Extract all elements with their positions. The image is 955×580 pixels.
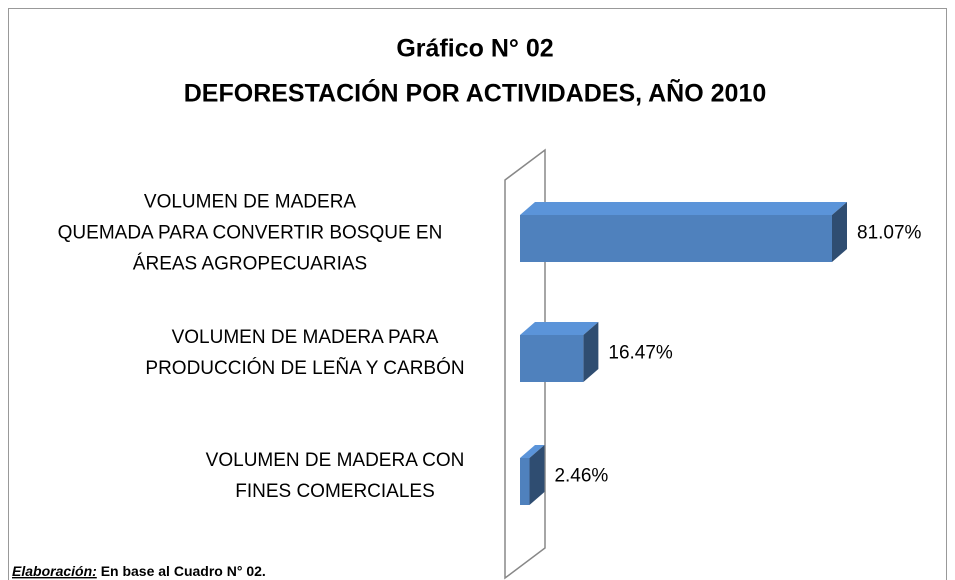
bar-side xyxy=(832,202,847,262)
footer-text: En base al Cuadro N° 02. xyxy=(101,563,266,579)
bar-front xyxy=(520,458,530,505)
chart-border xyxy=(8,8,947,580)
bar-top xyxy=(520,202,847,215)
bar-side xyxy=(583,322,599,382)
category-line: PRODUCCIÓN DE LEÑA Y CARBÓN xyxy=(145,357,464,379)
category-line: ÁREAS AGROPECUARIAS xyxy=(133,254,367,275)
category-label: VOLUMEN DE MADERA PARA PRODUCCIÓN DE LEÑA… xyxy=(145,327,464,379)
bar-front xyxy=(520,215,832,262)
category-line: QUEMADA PARA CONVERTIR BOSQUE EN xyxy=(58,223,443,244)
bar xyxy=(520,322,599,382)
category-line: VOLUMEN DE MADERA PARA xyxy=(172,327,439,348)
category-label: VOLUMEN DE MADERA CON FINES COMERCIALES xyxy=(206,450,465,502)
chart-title: DEFORESTACIÓN POR ACTIVIDADES, AÑO 2010 xyxy=(184,78,767,108)
category-line: VOLUMEN DE MADERA xyxy=(144,192,357,213)
chart-title: Gráfico N° 02 xyxy=(396,35,553,63)
value-label: 2.46% xyxy=(554,466,608,487)
bar-top xyxy=(520,445,545,458)
value-label: 81.07% xyxy=(857,223,922,244)
category-line: FINES COMERCIALES xyxy=(235,481,435,502)
bar xyxy=(520,445,545,505)
category-label: VOLUMEN DE MADERA QUEMADA PARA CONVERTIR … xyxy=(58,192,443,275)
bar-side xyxy=(529,445,545,505)
footer: Elaboración: En base al Cuadro N° 02. xyxy=(12,563,266,579)
category-line: VOLUMEN DE MADERA CON xyxy=(206,450,465,471)
footer-label: Elaboración: xyxy=(12,563,97,579)
bar xyxy=(520,202,847,262)
bar-top xyxy=(520,322,599,335)
value-label: 16.47% xyxy=(608,343,673,364)
bar-front xyxy=(520,335,584,382)
